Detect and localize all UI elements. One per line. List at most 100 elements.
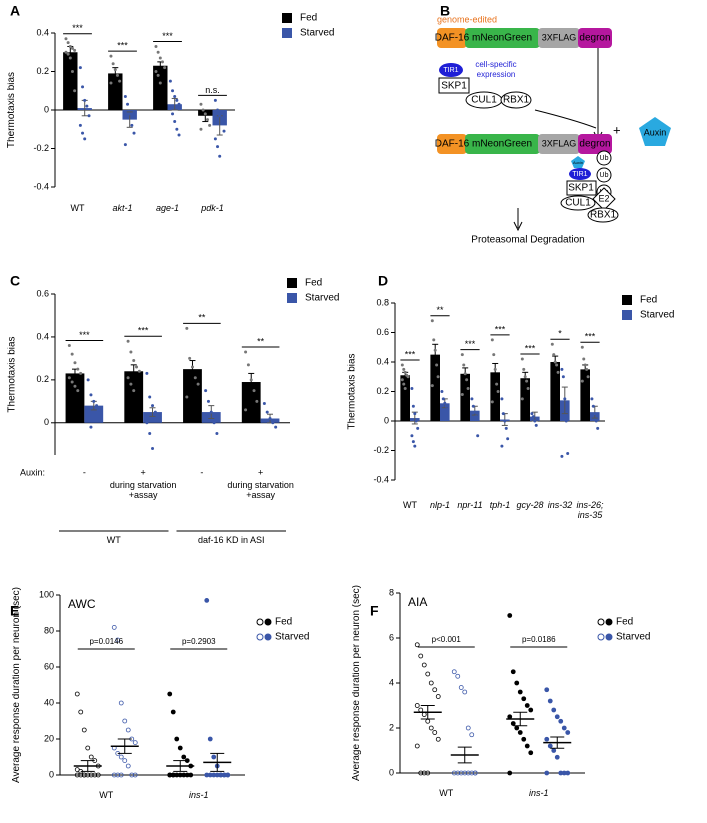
- data-point: [418, 707, 424, 713]
- significance: ***: [585, 332, 596, 342]
- y-axis-label: Average response duration per neuron (se…: [12, 586, 22, 784]
- y-tick-label: 0: [44, 417, 49, 427]
- data-point: [524, 743, 530, 749]
- y-axis-label: Thermotaxis bias: [7, 71, 17, 149]
- data-point: [402, 367, 406, 371]
- data-point: [410, 434, 414, 438]
- significance: **: [436, 305, 444, 315]
- label: RBX1: [503, 95, 530, 106]
- data-point: [208, 123, 212, 127]
- data-point: [533, 419, 537, 423]
- data-point: [190, 365, 194, 369]
- bar: [63, 52, 78, 110]
- label: CUL1: [565, 198, 591, 209]
- y-tick-label: 40: [44, 697, 54, 707]
- data-point: [432, 687, 438, 693]
- legend-swatch: [287, 293, 297, 303]
- data-point: [81, 131, 85, 135]
- legend-marker: [597, 618, 605, 626]
- data-point: [585, 367, 589, 371]
- p-value: p<0.001: [432, 635, 462, 644]
- data-point: [92, 772, 98, 778]
- legend-marker: [256, 618, 264, 626]
- bar: [520, 378, 530, 421]
- data-point: [556, 370, 560, 374]
- data-point: [451, 669, 457, 675]
- data-point: [185, 395, 189, 399]
- label: SKP1: [441, 81, 467, 92]
- data-point: [555, 363, 559, 367]
- data-point: [465, 770, 471, 776]
- data-point: [594, 419, 598, 423]
- x-tick-label: -: [83, 467, 86, 477]
- data-point: [68, 56, 72, 60]
- label: Auxin: [573, 160, 583, 165]
- box: [578, 134, 612, 154]
- data-point: [158, 81, 162, 85]
- group-label: daf-16 KD in ASI: [197, 535, 265, 545]
- data-point: [561, 725, 567, 731]
- label: degron: [579, 33, 610, 44]
- significance: ***: [117, 40, 128, 50]
- label: mNeonGreen: [472, 33, 532, 44]
- data-point: [522, 367, 526, 371]
- data-point: [64, 50, 68, 54]
- data-point: [222, 129, 226, 133]
- y-tick-label: 0.6: [36, 288, 49, 298]
- data-point: [167, 691, 173, 697]
- data-point: [523, 375, 527, 379]
- chart-title: AWC: [68, 597, 96, 611]
- p-value: p=0.0186: [522, 635, 556, 644]
- bar: [430, 354, 440, 421]
- y-axis-label-box: Average response duration per neuron (se…: [12, 586, 22, 784]
- data-point: [181, 754, 187, 760]
- data-point: [433, 348, 437, 352]
- data-point: [109, 81, 113, 85]
- data-point: [115, 772, 121, 778]
- data-point: [81, 772, 87, 778]
- skp1: [438, 77, 470, 94]
- data-point: [70, 46, 74, 50]
- data-point: [158, 56, 162, 60]
- data-point: [68, 44, 72, 48]
- data-point: [432, 730, 438, 735]
- auxin-note: during starvation +assay: [227, 480, 294, 500]
- data-point: [528, 750, 534, 756]
- data-point: [64, 37, 68, 41]
- label: SKP1: [568, 183, 594, 194]
- data-point: [213, 137, 217, 141]
- bar: [400, 375, 410, 421]
- data-point: [501, 412, 505, 416]
- box: [437, 28, 467, 48]
- legend-label: Starved: [640, 310, 674, 321]
- label: mNeonGreen: [472, 139, 532, 150]
- label: E2: [598, 193, 609, 203]
- data-point: [66, 52, 70, 56]
- data-point: [252, 389, 256, 393]
- data-point: [220, 121, 224, 125]
- data-point: [130, 123, 134, 127]
- data-point: [78, 709, 84, 715]
- label: DAF-16: [435, 139, 470, 150]
- panel-label: C: [10, 273, 20, 289]
- significance: ***: [162, 31, 173, 41]
- data-point: [115, 73, 119, 77]
- arrow: [513, 208, 523, 232]
- data-point: [173, 95, 177, 99]
- significance: ***: [79, 330, 90, 340]
- x-tick-label-box: WT: [71, 203, 85, 213]
- data-point: [153, 410, 157, 414]
- data-point: [215, 432, 219, 436]
- data-point: [225, 772, 231, 778]
- data-point: [400, 363, 404, 367]
- bar: [490, 372, 500, 421]
- data-point: [168, 106, 172, 110]
- legend-marker: [597, 633, 605, 641]
- data-point: [421, 662, 427, 668]
- y-tick-label: 6: [389, 632, 394, 642]
- group-label-box: daf-16 KD in ASI: [197, 535, 265, 545]
- x-tick-label-box: age-1: [156, 203, 179, 213]
- significance: ***: [72, 23, 83, 33]
- data-point: [421, 712, 427, 717]
